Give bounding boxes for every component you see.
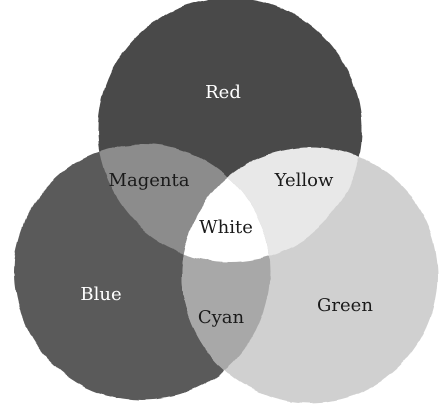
white-center <box>182 147 270 262</box>
label-yellow: Yellow <box>274 170 334 191</box>
label-green: Green <box>317 295 373 316</box>
label-blue: Blue <box>80 284 121 305</box>
label-magenta: Magenta <box>109 170 190 191</box>
label-white: White <box>199 217 253 238</box>
label-red: Red <box>205 82 241 103</box>
label-cyan: Cyan <box>198 307 245 328</box>
